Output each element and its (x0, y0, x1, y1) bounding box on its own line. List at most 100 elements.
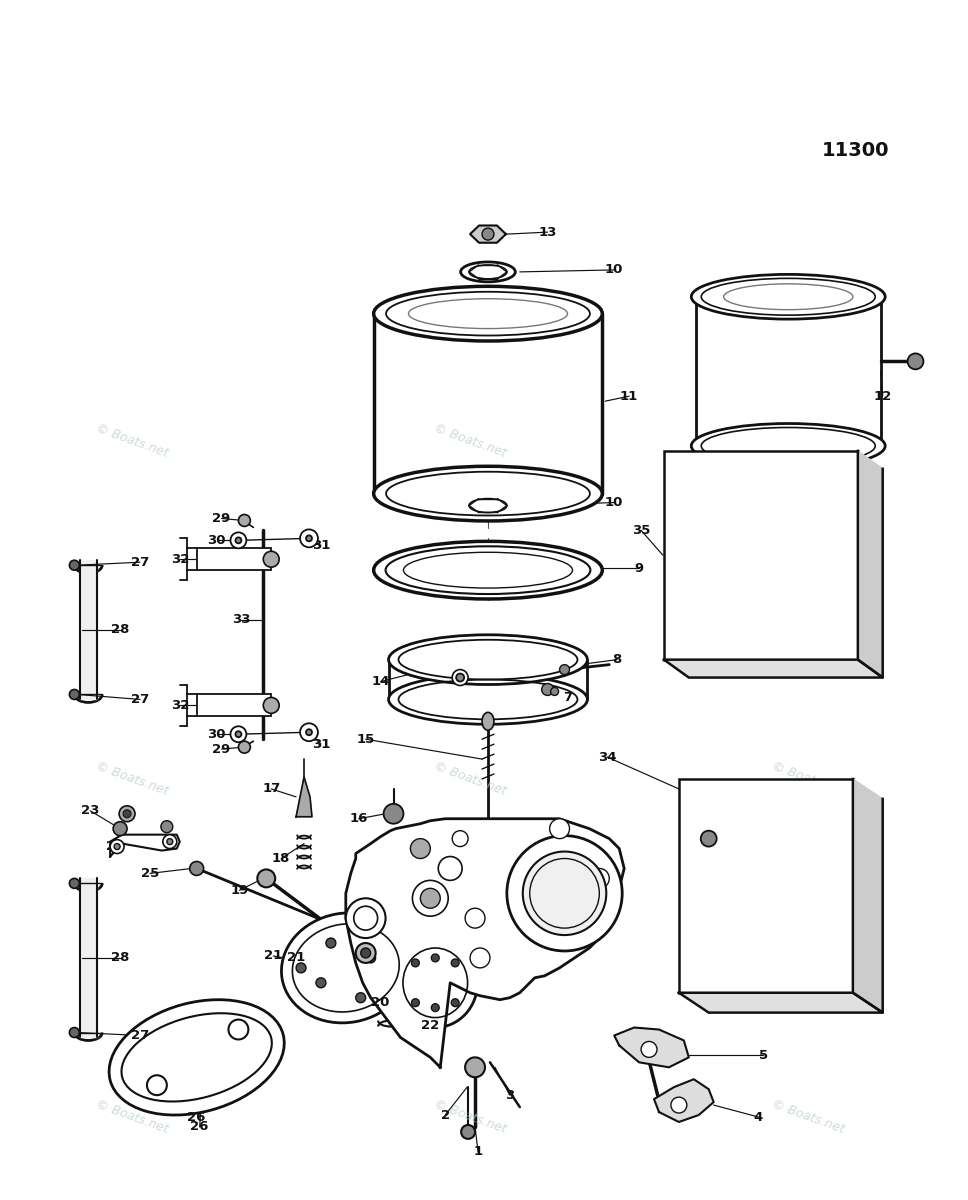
Circle shape (238, 515, 251, 527)
Polygon shape (80, 560, 97, 700)
Polygon shape (853, 779, 883, 1013)
Text: 9: 9 (635, 562, 644, 575)
Ellipse shape (461, 262, 515, 282)
Circle shape (908, 354, 923, 370)
Circle shape (550, 818, 569, 839)
Circle shape (432, 954, 439, 962)
Circle shape (465, 908, 485, 928)
Text: 2: 2 (440, 1109, 450, 1122)
Text: 29: 29 (212, 512, 230, 524)
Polygon shape (654, 1079, 713, 1122)
Circle shape (306, 535, 312, 541)
Text: © Boats.net: © Boats.net (94, 760, 170, 798)
Circle shape (230, 726, 247, 742)
Ellipse shape (109, 1000, 285, 1115)
Ellipse shape (374, 541, 602, 599)
Circle shape (346, 899, 385, 938)
Circle shape (70, 1027, 79, 1038)
Circle shape (235, 538, 241, 544)
Text: 23: 23 (81, 804, 100, 817)
Circle shape (300, 529, 318, 547)
Circle shape (507, 835, 622, 950)
Circle shape (316, 978, 326, 988)
Text: 3: 3 (505, 1088, 514, 1102)
Text: 22: 22 (426, 1012, 444, 1024)
Text: 10: 10 (605, 496, 623, 509)
Circle shape (461, 1124, 475, 1139)
Circle shape (560, 665, 569, 674)
Circle shape (113, 822, 127, 835)
Circle shape (166, 839, 173, 845)
Circle shape (482, 228, 494, 240)
Circle shape (161, 821, 173, 833)
Polygon shape (470, 226, 506, 242)
Circle shape (326, 938, 336, 948)
Circle shape (361, 948, 371, 958)
Circle shape (551, 688, 559, 696)
Text: 18: 18 (272, 852, 290, 865)
Ellipse shape (691, 424, 885, 468)
Polygon shape (296, 776, 312, 817)
Ellipse shape (393, 938, 477, 1027)
Text: 13: 13 (538, 226, 557, 239)
Circle shape (238, 742, 251, 754)
Ellipse shape (691, 275, 885, 319)
Ellipse shape (461, 496, 515, 516)
Circle shape (432, 1003, 439, 1012)
Circle shape (420, 888, 440, 908)
Text: 16: 16 (349, 812, 368, 826)
Polygon shape (664, 660, 883, 678)
Circle shape (114, 844, 120, 850)
Text: 25: 25 (140, 866, 159, 880)
Text: 21: 21 (264, 949, 283, 962)
Circle shape (641, 1042, 657, 1057)
Text: 26: 26 (188, 1110, 206, 1123)
Polygon shape (80, 878, 97, 1038)
Text: 4: 4 (754, 1110, 763, 1123)
Circle shape (70, 690, 79, 700)
Circle shape (452, 830, 469, 846)
Text: 32: 32 (170, 553, 189, 565)
Text: 27: 27 (131, 1028, 149, 1042)
Text: SET: SET (743, 521, 778, 539)
Bar (197, 548, 271, 570)
Circle shape (701, 830, 716, 846)
Circle shape (356, 992, 366, 1003)
Circle shape (163, 835, 177, 848)
Circle shape (230, 533, 247, 548)
Polygon shape (615, 1027, 689, 1067)
Text: 26: 26 (191, 1121, 209, 1134)
Polygon shape (679, 992, 883, 1013)
Text: 11: 11 (620, 390, 638, 403)
Text: 6: 6 (784, 830, 793, 844)
Circle shape (190, 862, 203, 876)
Circle shape (452, 670, 469, 685)
Text: © Boats.net: © Boats.net (771, 1098, 846, 1136)
Circle shape (110, 840, 124, 853)
Circle shape (383, 804, 404, 823)
Text: © Boats.net: © Boats.net (432, 421, 508, 460)
Text: 29: 29 (212, 743, 230, 756)
Text: 14: 14 (372, 676, 390, 688)
Circle shape (411, 998, 419, 1007)
Text: GASKET: GASKET (724, 577, 798, 595)
Text: 31: 31 (312, 738, 330, 751)
Circle shape (70, 560, 79, 570)
Circle shape (456, 673, 464, 682)
Text: 12: 12 (873, 390, 892, 403)
Circle shape (123, 810, 131, 817)
Polygon shape (346, 818, 624, 1067)
Circle shape (147, 1075, 166, 1096)
Ellipse shape (282, 913, 410, 1022)
Text: 30: 30 (207, 727, 226, 740)
Text: © Boats.net: © Boats.net (94, 1098, 170, 1136)
Circle shape (451, 998, 459, 1007)
Circle shape (257, 870, 275, 887)
Circle shape (671, 1097, 687, 1114)
Text: 8: 8 (613, 653, 621, 666)
Circle shape (263, 697, 279, 713)
Circle shape (70, 878, 79, 888)
Text: 34: 34 (598, 750, 617, 763)
Bar (679, 779, 853, 992)
Text: 10: 10 (605, 264, 623, 276)
